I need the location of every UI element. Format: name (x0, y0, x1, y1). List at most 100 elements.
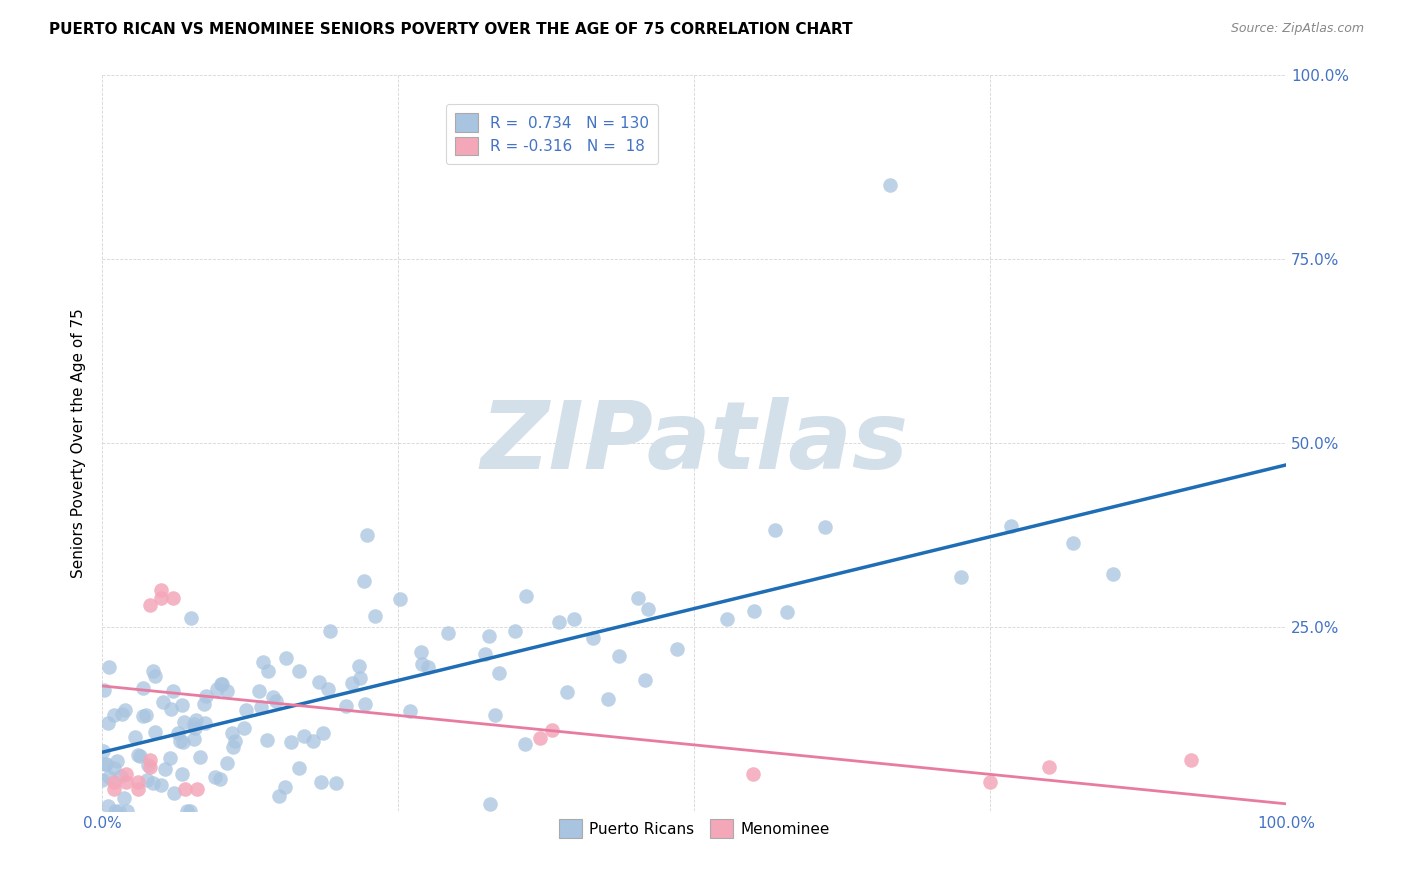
Point (1180, 753, 1202, 767)
Point (138, 598, 160, 612)
Point (172, 767, 194, 781)
Point (135, 708, 157, 723)
Point (136, 758, 159, 772)
Point (224, 734, 246, 748)
Point (582, 631, 605, 645)
Point (280, 734, 302, 748)
Point (814, 520, 837, 534)
Point (208, 772, 231, 787)
Point (356, 528, 378, 542)
Text: ZIPatlas: ZIPatlas (479, 397, 908, 489)
Point (97, 771, 120, 785)
Point (173, 714, 195, 729)
Point (308, 674, 330, 689)
Point (1038, 760, 1060, 774)
Point (484, 707, 506, 722)
Point (353, 574, 375, 589)
Point (274, 651, 297, 665)
Point (211, 676, 233, 690)
Point (169, 734, 191, 748)
Point (437, 626, 460, 640)
Point (91, 772, 114, 787)
Point (666, 641, 689, 656)
Point (176, 804, 198, 818)
Point (160, 701, 183, 715)
Point (138, 760, 160, 774)
Point (515, 590, 537, 604)
Point (411, 657, 433, 672)
Point (170, 698, 193, 712)
Point (267, 789, 290, 803)
Point (488, 666, 510, 681)
Point (342, 676, 364, 690)
Point (235, 703, 257, 717)
Point (94, 757, 117, 772)
Point (143, 669, 166, 683)
Point (266, 693, 288, 707)
Point (188, 749, 211, 764)
Point (626, 591, 648, 605)
Point (979, 774, 1001, 789)
Point (879, 178, 901, 192)
Point (172, 735, 194, 749)
Point (174, 782, 197, 797)
Point (776, 606, 799, 620)
Point (294, 729, 316, 743)
Point (1062, 535, 1084, 549)
Point (349, 671, 371, 685)
Point (115, 767, 138, 781)
Point (364, 609, 387, 624)
Point (311, 726, 333, 740)
Point (399, 704, 422, 718)
Point (183, 717, 205, 731)
Point (950, 570, 973, 584)
Point (316, 682, 339, 697)
Point (1000, 519, 1022, 533)
Point (478, 629, 501, 643)
Legend: Puerto Ricans, Menominee: Puerto Ricans, Menominee (553, 814, 835, 844)
Point (273, 780, 295, 795)
Point (529, 731, 551, 745)
Point (143, 725, 166, 739)
Point (162, 683, 184, 698)
Point (180, 611, 202, 625)
Point (162, 591, 184, 605)
Point (205, 681, 228, 696)
Point (247, 684, 270, 698)
Point (633, 673, 655, 688)
Point (179, 804, 201, 818)
Point (184, 721, 207, 735)
Point (256, 732, 278, 747)
Point (252, 655, 274, 669)
Point (129, 748, 152, 763)
Point (288, 665, 311, 679)
Point (302, 734, 325, 748)
Point (159, 751, 181, 765)
Point (163, 786, 186, 800)
Point (97, 659, 120, 673)
Point (309, 775, 332, 789)
Point (347, 658, 370, 673)
Point (233, 722, 256, 736)
Point (479, 797, 502, 812)
Y-axis label: Seniors Poverty Over the Age of 75: Seniors Poverty Over the Age of 75 (72, 308, 86, 578)
Point (411, 645, 433, 659)
Point (91, 744, 114, 758)
Point (194, 689, 217, 703)
Point (111, 706, 134, 721)
Point (115, 774, 138, 789)
Point (515, 737, 537, 751)
Point (637, 602, 659, 616)
Point (183, 731, 205, 746)
Point (288, 761, 311, 775)
Point (325, 776, 347, 790)
Point (215, 684, 238, 698)
Point (103, 761, 125, 775)
Point (222, 740, 245, 755)
Point (103, 708, 125, 723)
Point (115, 804, 138, 818)
Point (103, 782, 125, 797)
Point (142, 776, 165, 790)
Point (716, 612, 738, 626)
Point (104, 804, 127, 818)
